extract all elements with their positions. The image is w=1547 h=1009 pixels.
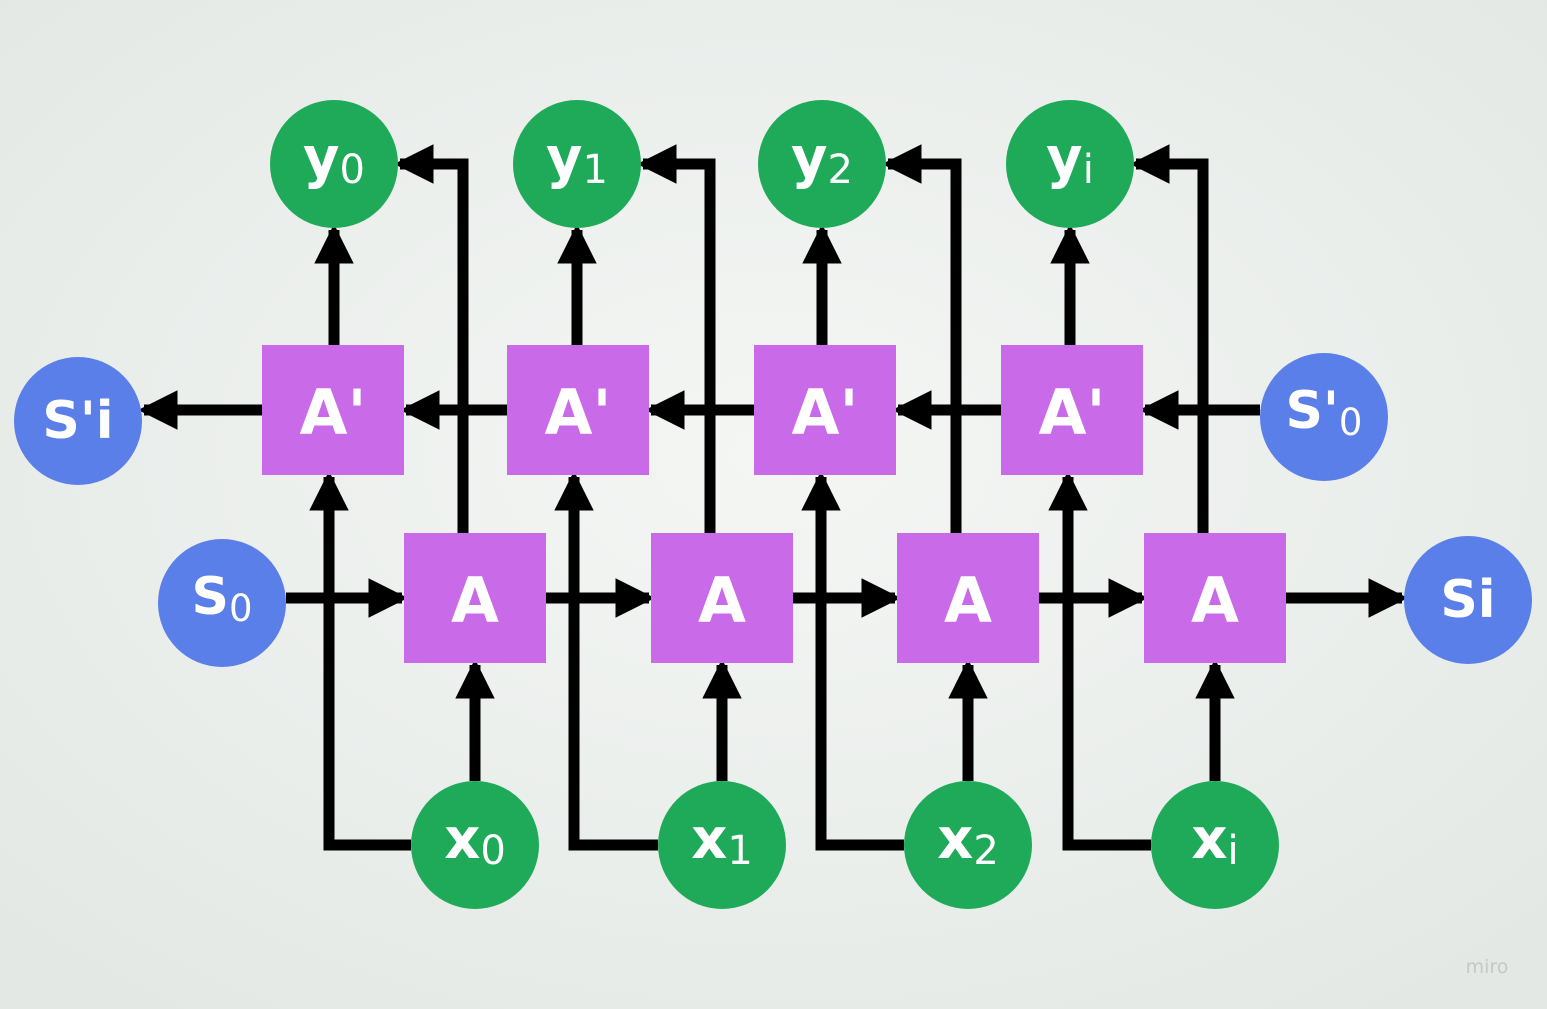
input-node [1151, 781, 1279, 909]
forward-end-state-node [1404, 536, 1532, 664]
forward-start-state-label: S0 [192, 567, 253, 630]
input-label: xi [1191, 807, 1238, 875]
backward-end-state-node [14, 357, 142, 485]
backward-cell-label: A' [1039, 376, 1106, 449]
forward-cell [897, 533, 1039, 663]
input-label: x1 [691, 807, 753, 875]
arrow-forward-to-output [882, 144, 962, 533]
output-node [513, 100, 641, 228]
input-node [411, 781, 539, 909]
backward-cell-label: A' [545, 376, 612, 449]
input-label: x0 [444, 807, 506, 875]
connection-arrows [138, 144, 1408, 851]
arrow-input-to-backward [801, 471, 904, 851]
arrow-forward-to-output [394, 144, 469, 533]
input-label: x2 [937, 807, 999, 875]
forward-cell-label: A [1191, 564, 1239, 637]
backward-start-state-label: S'0 [1286, 381, 1363, 444]
forward-end-state-label: Si [1440, 570, 1495, 630]
forward-cell-label: A [944, 564, 992, 637]
output-node [270, 100, 398, 228]
backward-start-state-node [1260, 353, 1388, 481]
arrow-input-to-backward [554, 471, 658, 851]
output-label: y0 [303, 126, 365, 194]
backward-cell [754, 345, 896, 475]
backward-cell [1001, 345, 1143, 475]
output-label: y1 [546, 126, 608, 194]
backward-cell-label: A' [792, 376, 859, 449]
forward-cell [404, 533, 546, 663]
arrow-forward-to-output [1130, 144, 1209, 533]
arrow-input-to-backward [1048, 471, 1151, 851]
backward-cell [262, 345, 404, 475]
forward-start-state-node [158, 539, 286, 667]
output-node [758, 100, 886, 228]
backward-cell [507, 345, 649, 475]
output-node [1006, 100, 1134, 228]
forward-cell [651, 533, 793, 663]
input-node [658, 781, 786, 909]
backward-cell-label: A' [300, 376, 367, 449]
forward-cell [1144, 533, 1286, 663]
arrow-forward-to-output [637, 144, 716, 533]
arrow-input-to-backward [309, 471, 411, 851]
diagram-nodes: A' Ay0 x0 A' Ay1 x1 A' Ay2 x2 A' Ayi xi S0 Si S'0 S'i [14, 100, 1532, 909]
miro-watermark: miro [1466, 956, 1509, 978]
input-node [904, 781, 1032, 909]
output-label: y2 [791, 126, 853, 194]
output-label: yi [1046, 126, 1094, 194]
forward-cell-label: A [451, 564, 499, 637]
backward-end-state-label: S'i [42, 391, 113, 451]
forward-cell-label: A [698, 564, 746, 637]
